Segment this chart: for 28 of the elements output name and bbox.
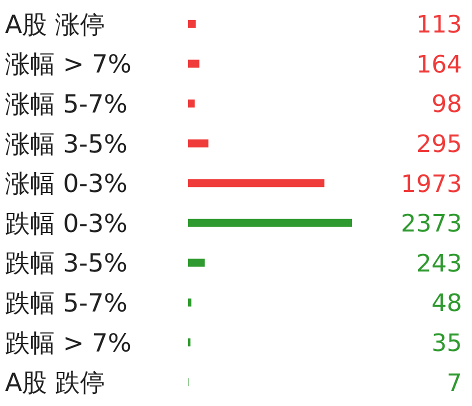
data-label: 48	[431, 289, 462, 318]
y-tick-label: 跌幅 > 7%	[5, 328, 132, 358]
data-label: 113	[416, 10, 462, 39]
data-label: 2373	[400, 210, 462, 238]
bar	[188, 298, 192, 307]
y-tick-label: A股 涨停	[5, 10, 106, 39]
bar	[188, 258, 205, 267]
y-tick-label: A股 跌停	[5, 368, 106, 398]
bar	[188, 139, 208, 148]
y-tick-label: 涨幅 0-3%	[5, 169, 128, 198]
data-label: 35	[431, 328, 462, 357]
y-tick-label: 涨幅 5-7%	[5, 90, 128, 118]
y-tick-label: 跌幅 5-7%	[5, 288, 128, 318]
bar	[188, 100, 195, 108]
data-label: 295	[416, 130, 462, 158]
bar	[188, 60, 200, 68]
data-label: 164	[416, 50, 462, 78]
bar	[188, 20, 196, 28]
data-label: 98	[431, 90, 462, 118]
data-label: 1973	[400, 170, 462, 198]
y-tick-label: 跌幅 3-5%	[5, 248, 128, 278]
bar	[188, 179, 324, 188]
y-tick-label: 涨幅 > 7%	[5, 50, 132, 79]
data-label: 7	[446, 368, 462, 397]
data-label: 243	[416, 249, 462, 278]
y-tick-label: 涨幅 3-5%	[5, 129, 128, 158]
y-tick-label: 跌幅 0-3%	[5, 208, 128, 238]
bar	[188, 218, 352, 227]
